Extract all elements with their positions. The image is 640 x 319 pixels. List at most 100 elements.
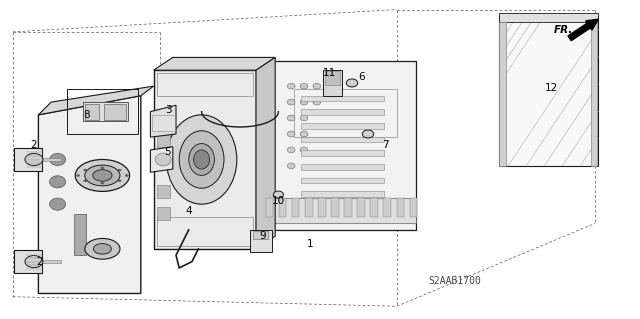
Text: 2: 2 (30, 140, 36, 150)
Bar (104, 104, 126, 120)
Text: 4: 4 (186, 205, 192, 216)
Text: 3: 3 (165, 105, 172, 115)
Bar (323, 70, 342, 96)
Text: S2AAB1700: S2AAB1700 (428, 276, 481, 286)
Bar (318, 198, 326, 217)
Ellipse shape (118, 169, 121, 171)
Bar (301, 109, 384, 115)
Ellipse shape (166, 115, 237, 204)
Polygon shape (150, 105, 176, 137)
Polygon shape (150, 147, 173, 172)
Text: FR.: FR. (554, 25, 573, 35)
Ellipse shape (50, 176, 65, 188)
Bar (357, 198, 365, 217)
Ellipse shape (84, 180, 87, 182)
Polygon shape (154, 70, 256, 249)
Bar (42, 260, 61, 263)
Ellipse shape (118, 180, 121, 182)
Bar (383, 198, 391, 217)
Ellipse shape (287, 83, 295, 89)
Bar (85, 104, 99, 120)
Bar (67, 89, 138, 134)
Ellipse shape (101, 182, 104, 184)
Bar (301, 137, 384, 143)
Bar (266, 198, 273, 217)
Ellipse shape (362, 130, 374, 138)
Ellipse shape (300, 83, 308, 89)
Bar (157, 73, 253, 96)
Ellipse shape (300, 131, 308, 137)
Ellipse shape (287, 147, 295, 153)
Polygon shape (38, 86, 154, 115)
Bar (83, 102, 128, 121)
Text: 1: 1 (307, 239, 314, 249)
Bar (42, 158, 61, 161)
Bar (157, 134, 170, 147)
Ellipse shape (287, 115, 295, 121)
Bar (331, 198, 339, 217)
Ellipse shape (189, 144, 214, 175)
Bar (253, 231, 268, 239)
Ellipse shape (287, 99, 295, 105)
Bar (325, 71, 340, 85)
Polygon shape (499, 16, 598, 166)
Ellipse shape (101, 167, 104, 169)
Bar (305, 198, 312, 217)
Polygon shape (38, 96, 141, 293)
Bar (499, 22, 506, 166)
Ellipse shape (300, 147, 308, 153)
Bar (301, 164, 384, 170)
Bar (397, 198, 404, 217)
Ellipse shape (313, 99, 321, 105)
Text: 5: 5 (164, 146, 171, 157)
Bar (292, 198, 300, 217)
Ellipse shape (50, 153, 65, 166)
Bar (152, 115, 175, 131)
Ellipse shape (84, 169, 87, 171)
Ellipse shape (25, 153, 43, 166)
Ellipse shape (93, 170, 112, 181)
Ellipse shape (300, 115, 308, 121)
Text: 8: 8 (83, 110, 90, 120)
Polygon shape (256, 61, 416, 230)
Bar (157, 207, 170, 220)
Bar (262, 198, 416, 223)
Text: 6: 6 (358, 71, 365, 82)
Bar (301, 123, 384, 129)
Text: 11: 11 (323, 68, 336, 78)
Bar (301, 96, 384, 101)
Bar (157, 217, 253, 246)
Polygon shape (256, 57, 275, 249)
Ellipse shape (85, 165, 120, 186)
Ellipse shape (287, 163, 295, 169)
Text: 7: 7 (382, 140, 388, 150)
Bar (301, 150, 384, 156)
Polygon shape (14, 148, 42, 171)
Ellipse shape (193, 150, 210, 169)
Bar (301, 191, 384, 197)
Ellipse shape (346, 79, 358, 87)
Ellipse shape (76, 160, 130, 191)
Bar (157, 112, 170, 124)
Ellipse shape (50, 198, 65, 210)
Ellipse shape (287, 131, 295, 137)
Bar (278, 198, 286, 217)
Text: 2: 2 (36, 257, 43, 267)
FancyArrow shape (568, 19, 598, 41)
Bar (157, 185, 170, 198)
Polygon shape (154, 57, 275, 70)
Ellipse shape (25, 256, 43, 268)
Bar (499, 13, 598, 22)
Ellipse shape (300, 99, 308, 105)
Bar (301, 178, 384, 183)
Ellipse shape (313, 83, 321, 89)
Bar (250, 230, 272, 252)
Ellipse shape (85, 239, 120, 259)
Ellipse shape (179, 131, 224, 188)
Bar (294, 89, 397, 137)
Bar (371, 198, 378, 217)
Bar (74, 214, 86, 255)
Ellipse shape (155, 153, 172, 166)
Bar (410, 198, 417, 217)
Polygon shape (14, 250, 42, 273)
